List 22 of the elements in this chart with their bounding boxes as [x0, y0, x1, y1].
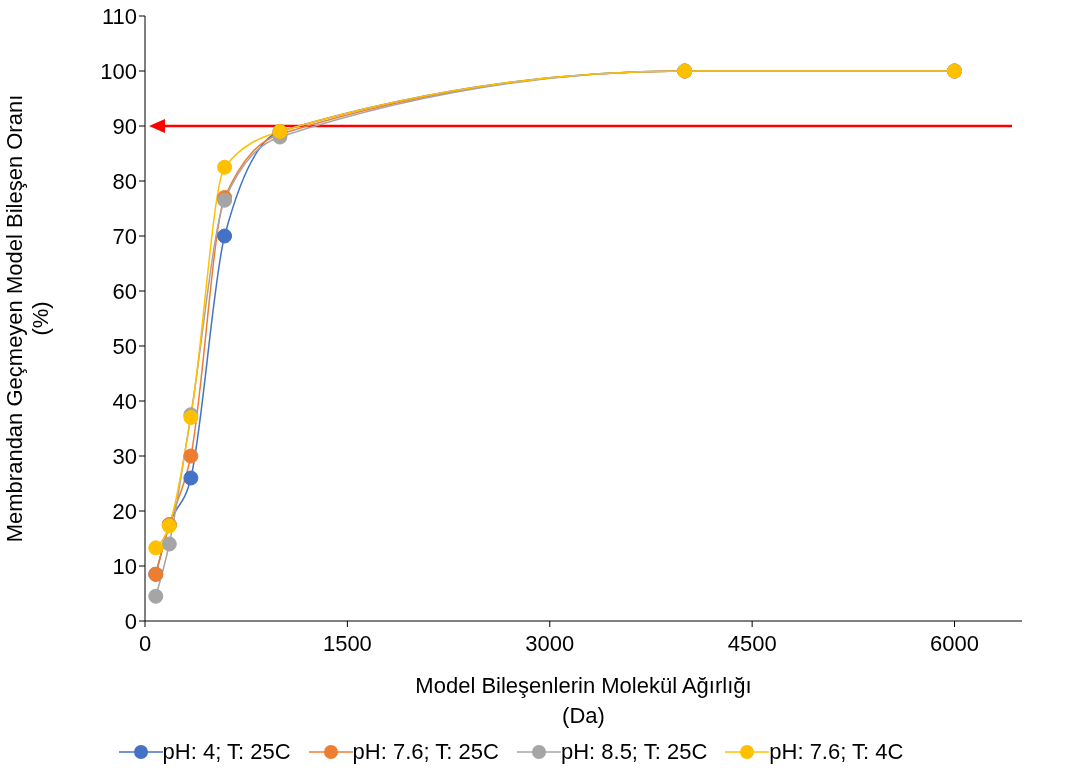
y-tick-label: 70	[112, 223, 137, 249]
y-tick-label: 80	[112, 168, 137, 194]
y-tick-label: 20	[112, 498, 137, 524]
y-tick-label: 0	[124, 608, 137, 634]
y-tick-label: 10	[112, 553, 137, 579]
legend-label: pH: 7.6; T: 4C	[769, 739, 904, 765]
y-tick-label: 110	[101, 3, 137, 29]
x-tick-label: 4500	[727, 630, 777, 656]
y-tick-label: 90	[112, 113, 137, 139]
legend-label: pH: 7.6; T: 25C	[352, 739, 499, 765]
y-tick-label: 50	[112, 333, 137, 359]
y-axis-title: Membrandan Geçmeyen Model Bileşen Oranı (%)	[2, 94, 53, 543]
y-tick-label: 100	[100, 58, 137, 84]
y-tick-label: 40	[112, 388, 137, 414]
x-tick-label: 6000	[930, 630, 980, 656]
legend-label: pH: 4; T: 25C	[162, 739, 291, 765]
x-tick-label: 3000	[525, 630, 575, 656]
y-tick-label: 60	[112, 278, 137, 304]
x-tick-label: 1500	[322, 630, 372, 656]
x-axis-title: Model Bileşenlerin Molekül Ağırlığı (Da)	[415, 673, 752, 728]
y-tick-label: 30	[112, 443, 137, 469]
legend-label: pH: 8.5; T: 25C	[560, 739, 708, 765]
